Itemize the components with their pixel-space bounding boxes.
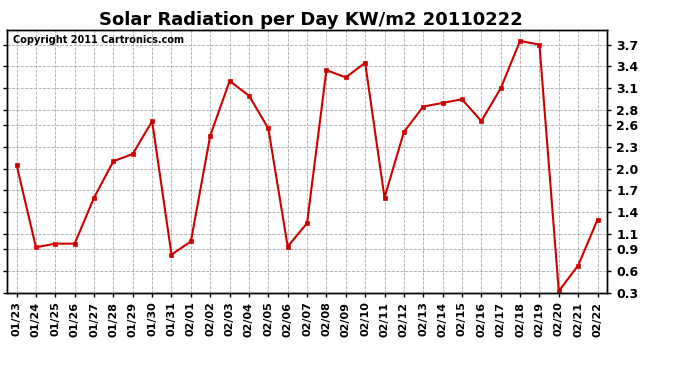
Text: Copyright 2011 Cartronics.com: Copyright 2011 Cartronics.com bbox=[13, 35, 184, 45]
Text: Solar Radiation per Day KW/m2 20110222: Solar Radiation per Day KW/m2 20110222 bbox=[99, 11, 522, 29]
